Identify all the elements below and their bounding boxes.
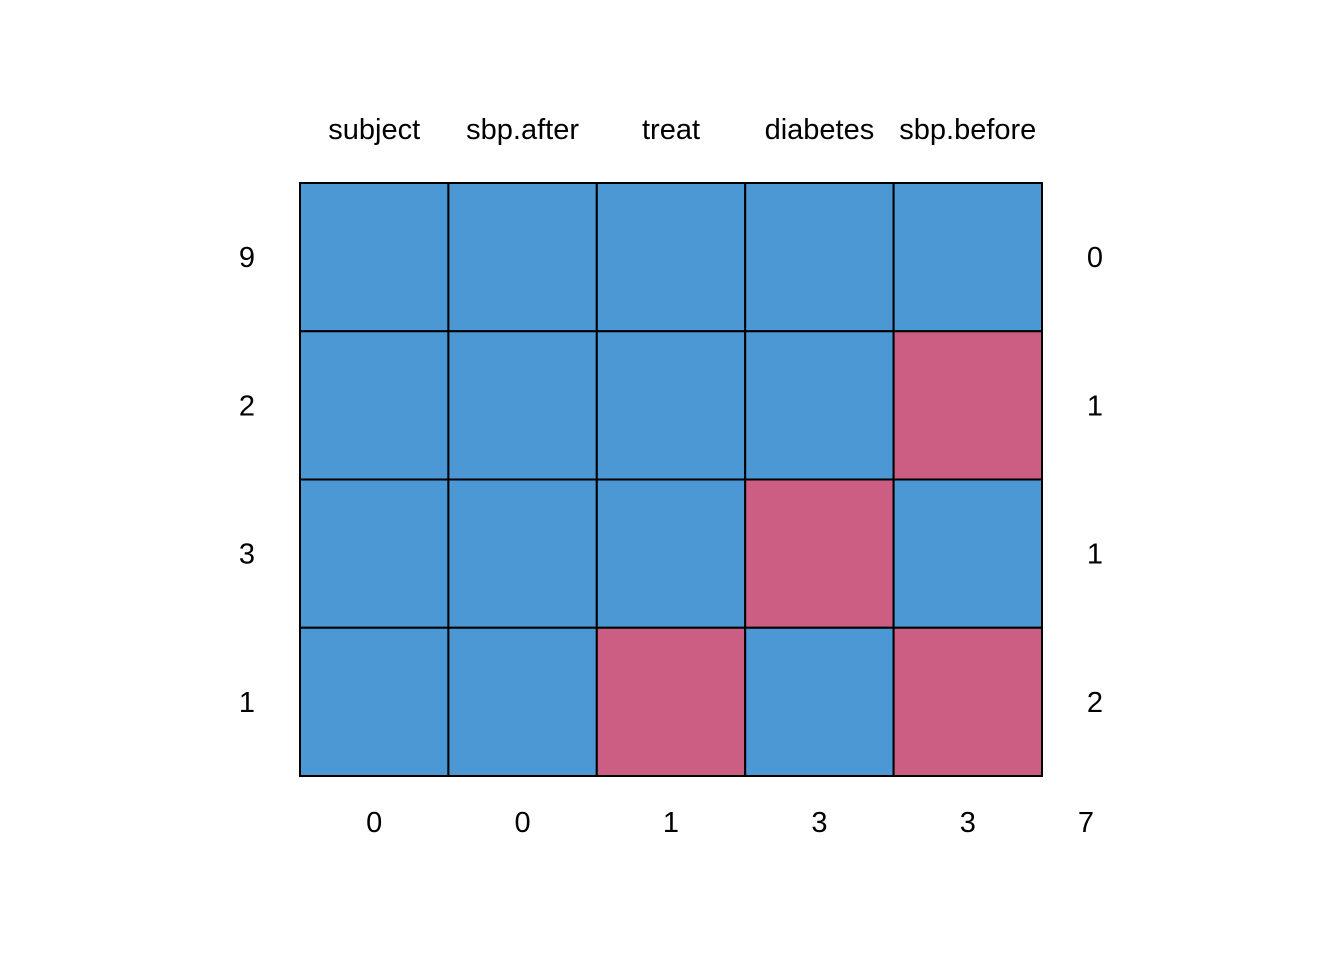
row-missing-label: 1 [1087, 390, 1103, 422]
observed-cell [299, 478, 450, 629]
observed-cell [299, 182, 450, 333]
grand-total-label: 7 [1078, 807, 1094, 839]
column-total-label: 1 [663, 807, 679, 839]
row-count-label: 3 [239, 539, 255, 571]
observed-cell [595, 182, 747, 333]
observed-cell [447, 478, 598, 629]
row-count-labels: 9 2 3 1 [239, 242, 255, 719]
pattern-grid [299, 182, 1043, 777]
row-missing-labels: 0 1 1 2 [1087, 242, 1103, 719]
column-label: subject [328, 114, 420, 146]
observed-cell [892, 182, 1043, 333]
missing-cell [892, 330, 1043, 481]
column-total-labels: 0 0 1 3 3 [366, 807, 976, 839]
observed-cell [744, 330, 895, 481]
observed-cell [892, 478, 1043, 629]
column-label: sbp.after [466, 114, 579, 146]
row-missing-label: 1 [1087, 539, 1103, 571]
observed-cell [447, 330, 598, 481]
observed-cell [744, 182, 895, 333]
missing-cell [892, 626, 1043, 777]
column-label: treat [642, 114, 700, 146]
row-count-label: 1 [239, 687, 255, 719]
column-label: sbp.before [899, 114, 1036, 146]
row-count-label: 2 [239, 390, 255, 422]
row-count-label: 9 [239, 242, 255, 274]
column-total-label: 3 [811, 807, 827, 839]
column-total-label: 0 [515, 807, 531, 839]
column-label: diabetes [765, 114, 875, 146]
missing-cell [595, 626, 747, 777]
observed-cell [299, 626, 450, 777]
observed-cell [447, 626, 598, 777]
missing-cell [744, 478, 895, 629]
observed-cell [447, 182, 598, 333]
column-labels: subject sbp.after treat diabetes sbp.before [328, 114, 1036, 146]
row-missing-label: 2 [1087, 687, 1103, 719]
observed-cell [595, 330, 747, 481]
row-missing-label: 0 [1087, 242, 1103, 274]
observed-cell [744, 626, 895, 777]
column-total-label: 3 [960, 807, 976, 839]
observed-cell [595, 478, 747, 629]
column-total-label: 0 [366, 807, 382, 839]
observed-cell [299, 330, 450, 481]
